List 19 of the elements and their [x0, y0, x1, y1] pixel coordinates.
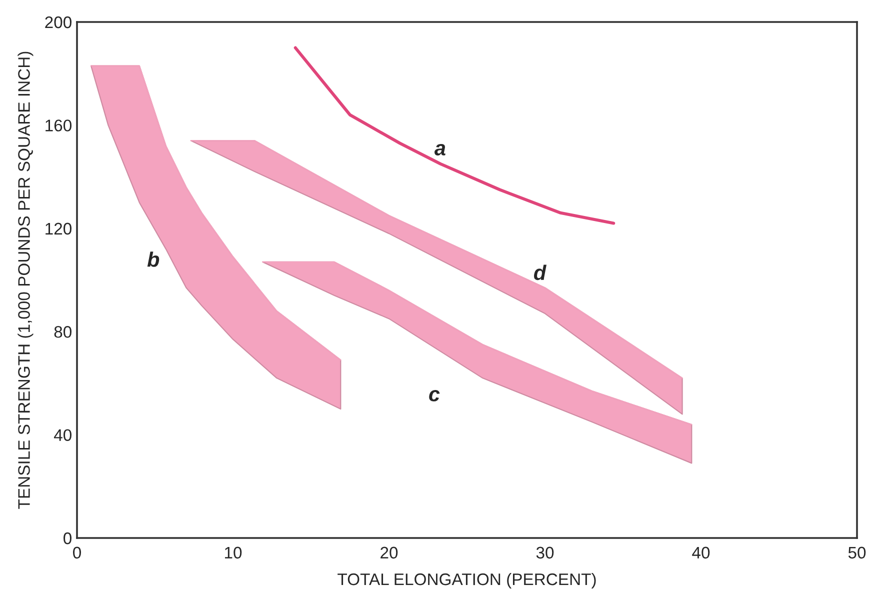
x-axis-title: TOTAL ELONGATION (PERCENT)	[338, 572, 596, 589]
y-tick-label: 120	[46, 222, 72, 235]
y-tick-label: 80	[54, 326, 72, 338]
x-tick-label: 10	[225, 546, 242, 559]
y-axis-title: TENSILE STRENGTH (1,000 POUNDS PER SQUARE INCH)	[18, 52, 34, 509]
x-tick-label: 40	[692, 546, 710, 559]
series-label: a	[434, 144, 446, 156]
line-series	[294, 46, 616, 225]
y-tick-label: 40	[54, 429, 72, 442]
x-tick-label: 30	[536, 546, 554, 559]
x-tick-label: 20	[380, 546, 398, 559]
text: b	[147, 252, 160, 267]
text: c	[429, 390, 440, 402]
y-tick-label: 0	[64, 532, 72, 544]
y-tick-label: 160	[46, 120, 72, 132]
series-label: d	[534, 264, 546, 280]
y-tick-label: 200	[45, 16, 72, 28]
x-tick-label: 50	[848, 546, 866, 559]
x-tick-label: 0	[73, 546, 81, 559]
